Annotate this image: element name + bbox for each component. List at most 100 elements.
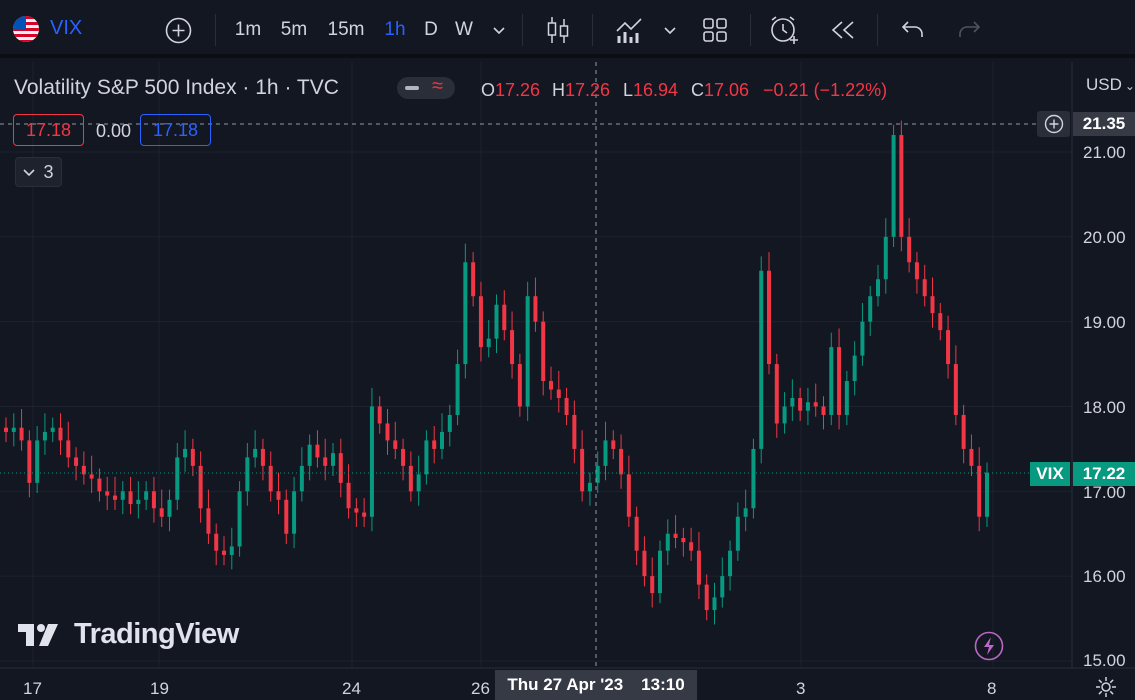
candle-body [307, 444, 312, 466]
candles-icon[interactable] [545, 15, 571, 45]
interval-5m-button[interactable]: 5m [280, 19, 308, 40]
candle-body [190, 448, 195, 466]
interval-15m-button[interactable]: 15m [327, 19, 365, 40]
undo-icon[interactable] [900, 18, 926, 42]
candles-series [4, 120, 989, 625]
candle-body [946, 330, 951, 365]
candle-body [712, 597, 717, 611]
interval-d-button[interactable]: D [424, 19, 438, 40]
candle-body [759, 270, 764, 449]
interval-1h-button[interactable]: 1h [384, 19, 406, 40]
replay-icon[interactable] [829, 18, 857, 42]
candle-body [634, 516, 639, 551]
sell-price-button[interactable]: 17.18 [13, 114, 84, 146]
candle-body [128, 491, 133, 505]
interval-1m-button[interactable]: 1m [234, 19, 262, 40]
redo-icon[interactable] [956, 18, 982, 42]
candle-body [821, 406, 826, 415]
candle-body [198, 465, 203, 509]
indicators-dropdown-icon[interactable] [663, 24, 677, 36]
candle-body [549, 381, 553, 390]
candle-body [19, 427, 24, 441]
lightning-icon[interactable] [974, 631, 1004, 661]
candle-body [237, 491, 242, 547]
open-value: 17.26 [495, 80, 541, 100]
gear-icon[interactable] [1095, 676, 1117, 698]
tradingview-watermark[interactable]: TradingView [18, 618, 239, 651]
candle-body [735, 516, 740, 551]
time-axis-label: 24 [342, 679, 361, 698]
time-axis-label: 3 [796, 679, 806, 698]
us-flag-icon[interactable] [13, 16, 39, 42]
price-chart[interactable] [0, 62, 1135, 700]
hide-legend-icon[interactable] [405, 86, 419, 90]
add-alert-plus-button[interactable] [1037, 111, 1070, 137]
candle-body [673, 533, 678, 538]
candle-body [938, 313, 943, 331]
wave-icon[interactable]: ≈ [432, 75, 443, 97]
chevron-down-icon [23, 169, 36, 177]
price-axis-label: 15.00 [1083, 651, 1126, 670]
candle-body [369, 406, 374, 517]
candle-body [805, 402, 810, 411]
time-axis-label: 17 [23, 679, 42, 698]
candle-body [564, 398, 569, 415]
candle-body [478, 296, 483, 348]
candle-body [883, 236, 888, 280]
interval-w-button[interactable]: W [455, 19, 473, 40]
candle-body [689, 542, 694, 551]
legend-pill[interactable] [397, 77, 455, 99]
candle-body [774, 364, 779, 424]
interval-dropdown-icon[interactable] [492, 24, 506, 36]
candle-body [517, 364, 522, 407]
candle-body [253, 448, 258, 458]
candle-body [455, 364, 460, 415]
candle-body [113, 495, 117, 500]
top-toolbar: VIX 1m 5m 15m 1h D W [0, 0, 1135, 58]
candle-body [922, 279, 927, 297]
candle-body [813, 402, 818, 407]
candle-body [105, 491, 110, 496]
symbol-legend-title[interactable]: Volatility S&P 500 Index · 1h · TVC [14, 76, 339, 99]
add-symbol-icon[interactable] [165, 17, 192, 44]
buy-price-button[interactable]: 17.18 [140, 114, 211, 146]
candle-body [151, 491, 156, 509]
candle-body [35, 440, 40, 483]
candle-body [58, 427, 63, 441]
alert-icon[interactable] [768, 14, 802, 46]
candle-body [245, 457, 250, 492]
candle-body [167, 499, 172, 517]
candle-body [556, 389, 561, 399]
high-value: 17.26 [565, 80, 611, 100]
candle-body [229, 546, 234, 555]
candle-body [416, 474, 421, 492]
candle-body [533, 296, 538, 322]
candle-body [315, 444, 320, 458]
candle-body [408, 465, 413, 492]
toolbar-separator [877, 14, 878, 46]
templates-icon[interactable] [702, 17, 728, 43]
candle-body [502, 304, 507, 331]
candle-body [276, 491, 281, 500]
candle-body [852, 355, 857, 382]
candle-body [144, 491, 149, 500]
price-axis-label: 19.00 [1083, 313, 1126, 332]
candle-body [891, 135, 896, 237]
symbol-name[interactable]: VIX [50, 17, 83, 39]
candle-body [751, 448, 756, 509]
candle-body [720, 576, 725, 598]
candle-body [284, 499, 289, 534]
candle-body [985, 472, 989, 517]
candle-body [260, 448, 265, 466]
indicators-icon[interactable] [614, 15, 644, 45]
currency-selector[interactable]: USD ⌄ [1086, 75, 1135, 94]
candle-body [81, 465, 86, 475]
candle-body [175, 457, 180, 500]
collapse-indicators-button[interactable]: 3 [15, 157, 62, 187]
price-axis-label: 17.00 [1083, 483, 1126, 502]
candle-body [362, 512, 367, 517]
candle-body [486, 338, 491, 348]
candle-body [268, 465, 273, 492]
candle-body [525, 296, 530, 407]
spread-value: 0.00 [96, 121, 132, 141]
